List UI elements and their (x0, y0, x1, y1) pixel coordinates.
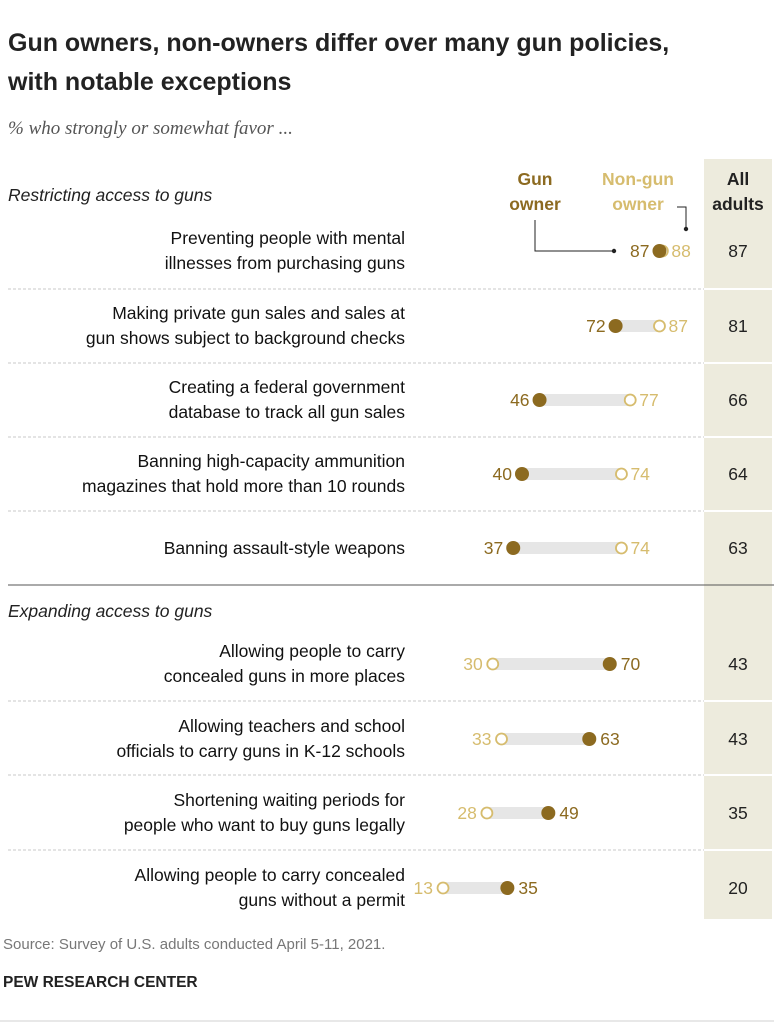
gun-owner-dot (602, 657, 617, 671)
gun-owner-value: 46 (510, 390, 529, 410)
section-title: Expanding access to guns (8, 601, 213, 621)
non-gun-owner-dot (615, 541, 628, 555)
non-gun-owner-value: 33 (472, 729, 491, 749)
legend-all-adults-line-1: All (727, 169, 749, 189)
row-label-line-1: Creating a federal government (169, 377, 406, 397)
legend-gun-owner-leader-tip (611, 248, 617, 254)
legend-gun-owner-line-2: owner (509, 194, 561, 214)
gun-owner-value: 70 (621, 654, 641, 674)
chart-title-line-2: with notable exceptions (7, 68, 291, 96)
chart-row: Banning assault-style weapons 37 74 63 (164, 538, 748, 558)
chart-row: Creating a federal government database to… (169, 377, 748, 422)
legend-non-gun-owner-line-2: owner (612, 194, 664, 214)
non-gun-owner-value: 28 (457, 803, 476, 823)
non-gun-owner-value: 30 (463, 654, 483, 674)
row-label-line-1: Making private gun sales and sales at (112, 303, 405, 323)
all-adults-value: 81 (728, 316, 747, 336)
source-note: Source: Survey of U.S. adults conducted … (3, 936, 385, 953)
chart-row: Banning high-capacity ammunition magazine… (82, 451, 748, 496)
row-label-line-1: Allowing people to carry concealed (135, 865, 405, 885)
row-label-line-2: officials to carry guns in K-12 schools (116, 741, 405, 761)
row-label-line-1: Allowing teachers and school (178, 716, 405, 736)
legend-non-gun-owner-leader (677, 206, 687, 228)
row-label-line-2: illnesses from purchasing guns (165, 253, 406, 273)
gun-owner-dot (532, 393, 547, 407)
chart-row: Allowing people to carry concealed guns w… (135, 865, 748, 910)
row-label-line-1: Allowing people to carry (219, 641, 405, 661)
non-gun-owner-value: 74 (630, 464, 650, 484)
row-label-line-1: Preventing people with mental (171, 228, 405, 248)
chart-row: Allowing teachers and school officials to… (116, 716, 747, 761)
gun-owner-dot (506, 541, 521, 555)
plot-area: Gun owner Non-gun owner All adults Restricting… (0, 159, 774, 1022)
non-gun-owner-dot (486, 657, 500, 671)
legend-gun-owner-line-1: Gun (518, 169, 553, 189)
gun-owner-value: 72 (586, 316, 605, 336)
row-label-line-2: concealed guns in more places (164, 666, 406, 686)
gun-owner-dot (608, 319, 623, 333)
chart-row: Preventing people with mental illnesses f… (165, 228, 748, 273)
gun-owner-value: 37 (484, 538, 503, 558)
non-gun-owner-dot (436, 881, 450, 895)
section-title: Restricting access to guns (8, 185, 213, 205)
non-gun-owner-value: 88 (671, 241, 690, 261)
non-gun-owner-dot (653, 319, 666, 333)
chart-row: Making private gun sales and sales at gun… (86, 303, 748, 348)
gun-owner-dot (582, 732, 597, 746)
gun-owner-dot (515, 467, 529, 481)
all-adults-value: 66 (728, 390, 747, 410)
row-label: Banning assault-style weapons (164, 538, 406, 558)
gun-owner-value: 63 (600, 729, 619, 749)
all-adults-value: 20 (728, 878, 748, 898)
legend-gun-owner-leader (534, 220, 613, 252)
all-adults-value: 87 (728, 241, 747, 261)
chart-subtitle: % who strongly or somewhat favor ... (8, 118, 293, 139)
gun-owner-value: 87 (630, 241, 649, 261)
row-label-line-2: people who want to buy guns legally (124, 815, 405, 835)
non-gun-owner-dot (615, 467, 628, 481)
chart-row: Allowing people to carry concealed guns i… (164, 641, 748, 686)
all-adults-value: 63 (728, 538, 747, 558)
legend-all-adults-line-2: adults (712, 194, 764, 214)
gun-owner-value: 49 (559, 803, 578, 823)
row-label-line-2: magazines that hold more than 10 rounds (82, 476, 405, 496)
all-adults-value: 64 (728, 464, 748, 484)
all-adults-value: 43 (728, 729, 747, 749)
row-label-line-2: database to track all gun sales (169, 402, 406, 422)
non-gun-owner-value: 87 (668, 316, 687, 336)
non-gun-owner-value: 77 (639, 390, 658, 410)
non-gun-owner-value: 74 (630, 538, 650, 558)
gun-owner-dot (652, 244, 667, 258)
gun-owner-dot (541, 806, 556, 820)
non-gun-owner-dot (495, 732, 508, 746)
row-label-line-2: guns without a permit (239, 890, 405, 910)
non-gun-owner-dot (480, 806, 494, 820)
brand-name: PEW RESEARCH CENTER (3, 974, 198, 991)
legend-non-gun-owner-leader-tip (683, 226, 689, 232)
gun-owner-value: 40 (493, 464, 513, 484)
chart-title-line-1: Gun owners, non-owners differ over many … (8, 29, 669, 57)
all-adults-value: 35 (728, 803, 747, 823)
gun-owner-dot (500, 881, 515, 895)
row-label-line-2: gun shows subject to background checks (86, 328, 405, 348)
gun-owner-value: 35 (518, 878, 537, 898)
row-label-line-1: Shortening waiting periods for (173, 790, 405, 810)
all-adults-column-bg (704, 159, 772, 919)
legend-non-gun-owner-line-1: Non-gun (602, 169, 674, 189)
non-gun-owner-value: 13 (414, 878, 433, 898)
row-label-line-1: Banning high-capacity ammunition (137, 451, 405, 471)
non-gun-owner-dot (623, 393, 637, 407)
chart-row: Shortening waiting periods for people who… (124, 790, 748, 835)
all-adults-value: 43 (728, 654, 747, 674)
